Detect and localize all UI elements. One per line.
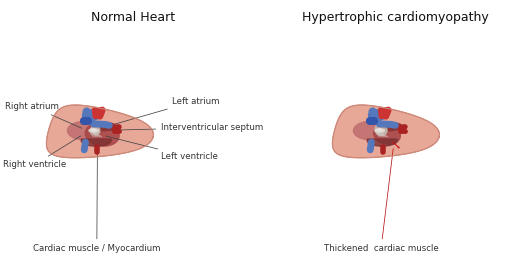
Polygon shape	[85, 123, 119, 146]
Polygon shape	[377, 129, 382, 131]
Polygon shape	[89, 129, 99, 132]
Text: Left ventricle: Left ventricle	[106, 136, 218, 161]
Polygon shape	[375, 129, 385, 132]
Polygon shape	[91, 129, 96, 131]
Polygon shape	[95, 123, 116, 131]
Polygon shape	[81, 139, 111, 146]
Text: Thickened  cardiac muscle: Thickened cardiac muscle	[323, 149, 438, 253]
Polygon shape	[367, 139, 397, 146]
Text: Interventricular septum: Interventricular septum	[99, 123, 264, 132]
Polygon shape	[332, 105, 439, 158]
Text: Hypertrophic cardiomyopathy: Hypertrophic cardiomyopathy	[302, 11, 489, 24]
Text: Right atrium: Right atrium	[5, 102, 82, 128]
Text: Cardiac muscle / Myocardium: Cardiac muscle / Myocardium	[33, 155, 161, 253]
Polygon shape	[381, 123, 402, 131]
Polygon shape	[46, 105, 153, 158]
Text: Left atrium: Left atrium	[108, 97, 219, 126]
Polygon shape	[92, 125, 100, 135]
Polygon shape	[354, 121, 387, 140]
Polygon shape	[68, 121, 101, 140]
Polygon shape	[373, 125, 400, 144]
Polygon shape	[375, 124, 387, 135]
Text: Normal Heart: Normal Heart	[90, 11, 175, 24]
Text: Right ventricle: Right ventricle	[3, 136, 81, 169]
